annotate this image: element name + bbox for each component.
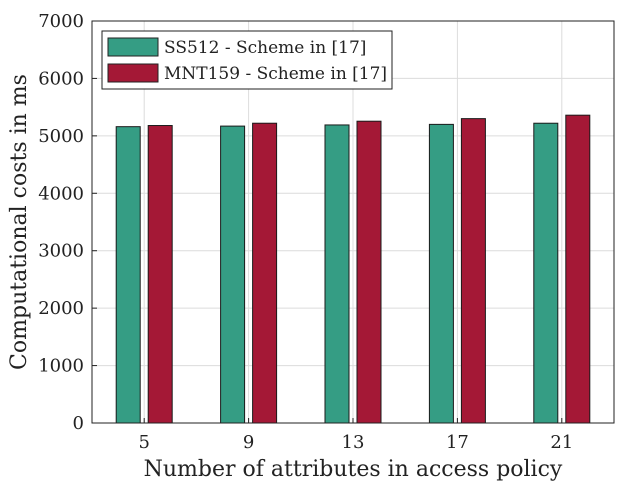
legend: SS512 - Scheme in [17] MNT159 - Scheme i… (101, 30, 393, 90)
bar-ss512-9 (220, 125, 246, 424)
tick-labels: 0 1000 2000 3000 4000 5000 6000 7000 5 9 13 17 21 (38, 11, 573, 453)
legend-label-mnt159: MNT159 - Scheme in [17] (164, 64, 387, 84)
x-tick-label: 13 (342, 432, 365, 453)
y-tick-label: 4000 (38, 183, 84, 204)
y-tick-label: 0 (73, 413, 84, 434)
bar-mnt159-9 (252, 122, 278, 424)
y-tick-label: 3000 (38, 241, 84, 262)
x-tick-label: 17 (446, 432, 469, 453)
x-tick-label: 21 (550, 432, 573, 453)
y-tick-label: 2000 (38, 298, 84, 319)
y-tick-label: 7000 (38, 11, 84, 32)
bar-mnt159-5 (147, 125, 173, 424)
legend-label-ss512: SS512 - Scheme in [17] (164, 38, 366, 58)
bar-mnt159-21 (565, 114, 591, 424)
x-axis-title: Number of attributes in access policy (144, 457, 563, 482)
y-tick-label: 5000 (38, 126, 84, 147)
legend-swatch-ss512 (107, 37, 159, 57)
y-tick-label: 1000 (38, 356, 84, 377)
bar-ss512-5 (115, 126, 141, 424)
y-tick-label: 6000 (38, 68, 84, 89)
bar-ss512-13 (324, 124, 350, 424)
legend-swatch-mnt159 (107, 63, 159, 83)
bars (115, 114, 591, 424)
y-axis-title: Computational costs in ms (7, 74, 32, 370)
bar-ss512-21 (533, 122, 559, 424)
x-tick-label: 5 (138, 432, 149, 453)
bar-mnt159-13 (356, 120, 382, 424)
x-tick-label: 9 (243, 432, 254, 453)
bar-ss512-17 (428, 123, 454, 424)
bar-mnt159-17 (460, 118, 486, 424)
